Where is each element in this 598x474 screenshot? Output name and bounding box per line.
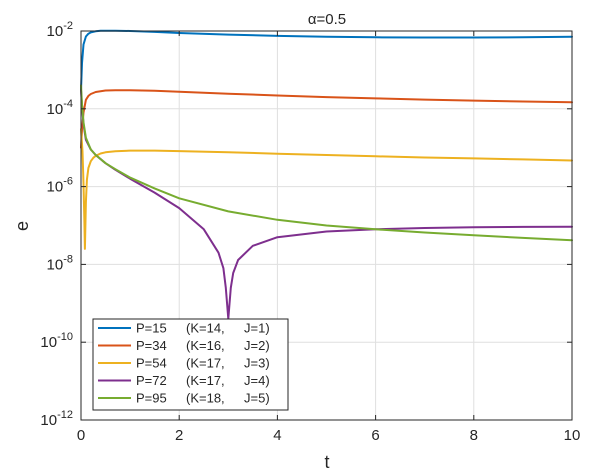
legend-label-j: J=3) xyxy=(244,356,270,371)
x-tick-label: 0 xyxy=(77,427,85,444)
legend-label-k: (K=14, xyxy=(186,321,225,336)
y-tick-label: 10-12 xyxy=(40,409,73,429)
x-tick-label: 2 xyxy=(175,427,183,444)
legend-label-p: P=15 xyxy=(136,321,167,336)
legend-label-k: (K=17, xyxy=(186,373,225,388)
y-axis-label: e xyxy=(12,221,32,231)
x-tick-label: 6 xyxy=(371,427,379,444)
chart-title: α=0.5 xyxy=(308,11,346,28)
x-tick-label: 8 xyxy=(470,427,478,444)
plot-frame xyxy=(80,30,573,421)
legend-label-j: J=5) xyxy=(244,391,270,406)
legend-label-k: (K=16, xyxy=(186,338,225,353)
y-tick-exponent: -8 xyxy=(63,253,73,265)
x-tick-label: 4 xyxy=(273,427,281,444)
y-tick-label: 10-10 xyxy=(40,331,73,351)
y-tick-exponent: -12 xyxy=(57,409,73,421)
x-tick-label: 10 xyxy=(564,427,581,444)
legend-label-p: P=72 xyxy=(136,373,167,388)
legend-label-p: P=34 xyxy=(136,338,167,353)
legend-label-j: J=4) xyxy=(244,373,270,388)
y-tick-base: 10 xyxy=(47,179,64,196)
y-tick-exponent: -10 xyxy=(57,331,73,343)
y-tick-label: 10-4 xyxy=(47,98,73,118)
legend-label-p: P=95 xyxy=(136,391,167,406)
y-tick-exponent: -2 xyxy=(63,20,73,32)
y-tick-base: 10 xyxy=(40,412,57,429)
x-axis-label: t xyxy=(324,452,329,472)
y-tick-base: 10 xyxy=(47,256,64,273)
y-tick-base: 10 xyxy=(40,334,57,351)
series-line-p54 xyxy=(80,128,573,250)
y-tick-exponent: -6 xyxy=(63,176,73,188)
legend-label-j: J=2) xyxy=(244,338,270,353)
y-tick-exponent: -4 xyxy=(63,98,73,110)
legend-label-k: (K=18, xyxy=(186,391,225,406)
series-line-p95 xyxy=(80,84,573,242)
y-tick-label: 10-8 xyxy=(47,253,73,273)
y-tick-label: 10-2 xyxy=(47,20,73,40)
legend-item: P=34 (K=16, J=2) xyxy=(98,338,270,353)
legend-item: P=54 (K=17, J=3) xyxy=(98,356,270,371)
legend-label-j: J=1) xyxy=(244,321,270,336)
legend-item: P=95 (K=18, J=5) xyxy=(98,391,270,406)
legend-label-p: P=54 xyxy=(136,356,167,371)
legend-label-k: (K=17, xyxy=(186,356,225,371)
legend-item: P=72 (K=17, J=4) xyxy=(98,373,270,388)
legend-box xyxy=(92,318,289,411)
legend-item: P=15 (K=14, J=1) xyxy=(98,321,270,336)
y-tick-base: 10 xyxy=(47,23,64,40)
series-line-p34 xyxy=(80,89,573,149)
y-tick-base: 10 xyxy=(47,101,64,118)
legend: P=15 (K=14, J=1) P=34 (K=16, J=2) P=54 (K=17, J=… xyxy=(92,318,289,411)
y-tick-label: 10-6 xyxy=(47,176,73,196)
